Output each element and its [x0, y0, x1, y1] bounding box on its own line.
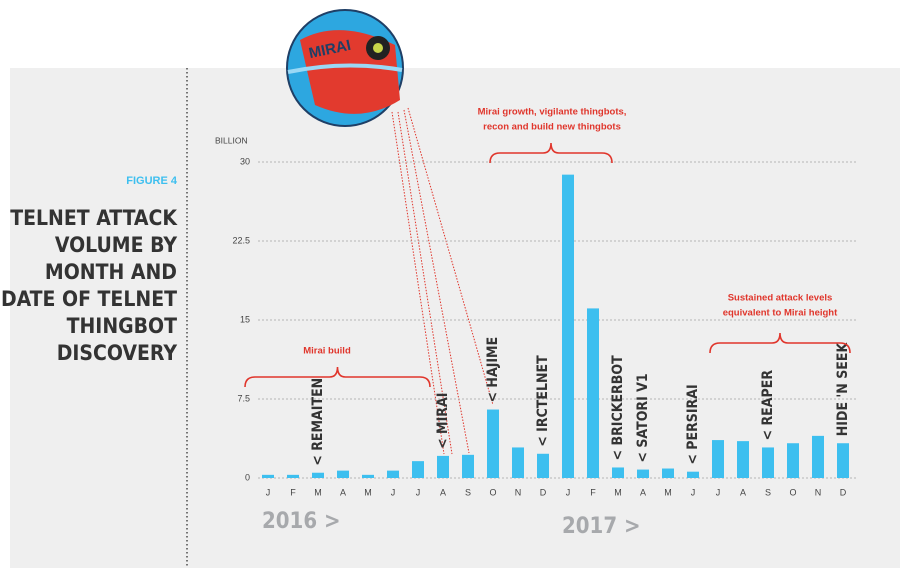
bar	[562, 175, 574, 478]
discovery-label: < IRCTELNET	[535, 355, 551, 447]
x-tick-label: J	[266, 487, 271, 497]
year-label: 2017 >	[562, 514, 641, 539]
bar	[312, 473, 324, 478]
x-tick-label: N	[815, 487, 822, 497]
discovery-label: < PERSIRAI	[685, 384, 701, 464]
bar	[712, 440, 724, 478]
discovery-label: < BRICKERBOT	[610, 355, 626, 461]
discovery-label: < HAJIME	[485, 337, 501, 403]
bar	[812, 436, 824, 478]
annotation: Sustained attack levels	[728, 293, 833, 304]
title-line: DATE OF TELNET	[1, 287, 177, 311]
x-tick-label: A	[440, 487, 446, 497]
x-tick-label: F	[590, 487, 596, 497]
y-tick-label: 22.5	[232, 235, 250, 245]
bar	[337, 471, 349, 478]
annotation: recon and build new thingbots	[483, 122, 621, 133]
bar	[412, 461, 424, 478]
x-tick-label: A	[640, 487, 646, 497]
bar	[612, 467, 624, 478]
x-tick-label: N	[515, 487, 522, 497]
title-line: VOLUME BY	[55, 233, 177, 257]
x-tick-label: M	[664, 487, 672, 497]
bar	[287, 475, 299, 478]
bar	[437, 456, 449, 478]
x-tick-label: J	[716, 487, 721, 497]
x-tick-label: M	[614, 487, 622, 497]
x-tick-label: D	[840, 487, 847, 497]
title-line: MONTH AND	[45, 260, 177, 284]
y-tick-label: 15	[240, 314, 250, 324]
bar	[362, 475, 374, 478]
discovery-label: < SATORI V1	[635, 373, 651, 462]
bar	[687, 472, 699, 478]
bar	[387, 471, 399, 478]
bar	[462, 455, 474, 478]
x-tick-label: D	[540, 487, 547, 497]
x-tick-label: J	[566, 487, 571, 497]
x-tick-label: A	[740, 487, 746, 497]
bar	[587, 308, 599, 478]
x-tick-label: O	[489, 487, 496, 497]
bar	[737, 441, 749, 478]
x-tick-label: J	[691, 487, 696, 497]
discovery-label: < REMAITEN	[310, 378, 326, 466]
page: {"figure_label": "FIGURE 4", "title_line…	[0, 0, 901, 570]
chart: FIGURE 4 TELNET ATTACK VOLUME BY MONTH AND…	[0, 0, 901, 570]
x-tick-label: M	[364, 487, 372, 497]
bar	[537, 454, 549, 478]
discovery-label: < MIRAI	[435, 393, 451, 449]
year-label: 2016 >	[262, 509, 341, 534]
discovery-label: < REAPER	[760, 370, 776, 441]
bar	[662, 469, 674, 478]
annotation: Mirai build	[303, 346, 351, 357]
x-tick-label: J	[391, 487, 396, 497]
title-line: DISCOVERY	[57, 341, 178, 365]
x-tick-label: A	[340, 487, 346, 497]
x-tick-label: O	[789, 487, 796, 497]
title-line: THINGBOT	[67, 314, 177, 338]
x-tick-label: F	[290, 487, 296, 497]
x-tick-label: M	[314, 487, 322, 497]
annotation: Mirai growth, vigilante thingbots,	[478, 107, 627, 118]
annotation: equivalent to Mirai height	[723, 308, 838, 319]
bar	[762, 447, 774, 478]
y-axis-label: BILLION	[215, 135, 248, 145]
title-line: TELNET ATTACK	[10, 206, 178, 230]
y-tick-label: 7.5	[237, 393, 250, 403]
bar	[487, 410, 499, 478]
bar	[262, 475, 274, 478]
bar	[637, 470, 649, 478]
bar	[837, 443, 849, 478]
y-tick-label: 30	[240, 156, 250, 166]
x-tick-label: S	[765, 487, 771, 497]
y-tick-label: 0	[245, 472, 250, 482]
sphere-eye-center	[373, 43, 383, 53]
x-tick-label: S	[465, 487, 471, 497]
x-tick-label: J	[416, 487, 421, 497]
discovery-label: HIDE 'N SEEK	[835, 342, 851, 437]
figure-label: FIGURE 4	[126, 175, 178, 187]
bar	[787, 443, 799, 478]
bar	[512, 447, 524, 478]
